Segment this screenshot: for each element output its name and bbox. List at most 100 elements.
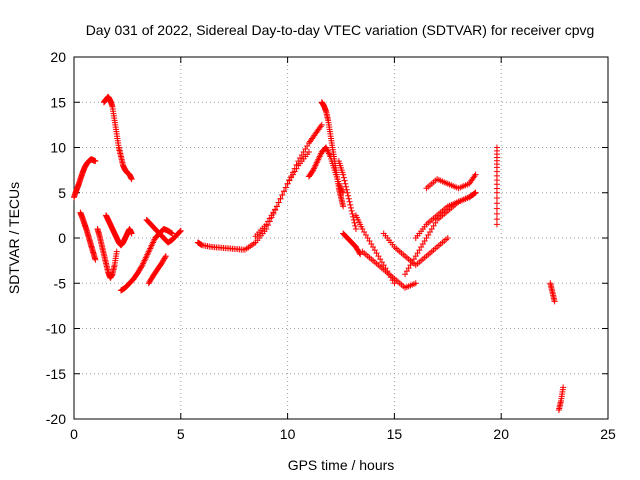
data-point <box>300 149 307 156</box>
data-point <box>352 222 359 229</box>
data-point <box>412 253 419 260</box>
data-point <box>472 189 479 196</box>
data-point <box>345 195 352 202</box>
data-point <box>405 265 412 272</box>
y-tick-label: 5 <box>58 185 66 201</box>
x-tick-label: 0 <box>70 426 78 442</box>
data-point <box>305 149 312 156</box>
data-point <box>560 384 567 391</box>
data-point <box>412 280 419 287</box>
data-point <box>272 206 279 213</box>
data-point <box>432 219 439 226</box>
x-tick-label: 10 <box>280 426 296 442</box>
data-point <box>266 215 273 222</box>
y-tick-label: -20 <box>46 411 66 427</box>
data-point <box>342 180 349 187</box>
data-point <box>309 168 316 175</box>
data-point <box>373 250 380 257</box>
data-point <box>340 171 347 178</box>
data-point <box>402 271 409 278</box>
data-point <box>291 168 298 175</box>
data-point <box>364 235 371 241</box>
data-point <box>177 228 184 235</box>
data-point <box>281 188 288 195</box>
data-point <box>418 244 425 251</box>
data-point <box>340 174 347 181</box>
data-point <box>275 199 282 206</box>
grid-lines <box>74 57 608 419</box>
data-point <box>113 248 120 255</box>
data-point <box>362 231 369 238</box>
data-point <box>551 298 558 305</box>
data-point <box>282 184 289 191</box>
data-point <box>92 158 99 165</box>
data-point <box>304 142 311 149</box>
y-tick-label: -5 <box>54 275 67 291</box>
data-point <box>409 259 416 266</box>
data-point <box>162 253 169 260</box>
data-point <box>493 221 500 228</box>
y-tick-label: 20 <box>50 49 66 65</box>
data-point <box>340 203 347 210</box>
data-point <box>493 210 500 217</box>
x-tick-label: 25 <box>600 426 616 442</box>
data-point <box>341 177 348 184</box>
data-point <box>421 238 428 245</box>
data-point <box>493 195 500 202</box>
data-point <box>177 227 184 234</box>
data-point <box>347 204 354 211</box>
data-point <box>318 121 325 128</box>
data-point <box>351 219 358 226</box>
data-point <box>472 171 479 178</box>
x-tick-label: 5 <box>177 426 185 442</box>
chart-title: Day 031 of 2022, Sidereal Day-to-day VTE… <box>86 22 595 38</box>
x-tick-label: 20 <box>493 426 509 442</box>
data-point <box>493 189 500 196</box>
data-point <box>298 152 305 159</box>
y-tick-label: -15 <box>46 366 66 382</box>
data-point <box>407 262 414 269</box>
data-point <box>444 235 451 241</box>
data-point <box>288 174 295 181</box>
y-tick-label: 0 <box>58 230 66 246</box>
data-point <box>92 256 99 263</box>
data-point <box>368 241 375 248</box>
data-point <box>263 221 270 228</box>
data-point <box>344 189 351 196</box>
data-point <box>277 195 284 202</box>
data-point <box>286 177 293 184</box>
data-point <box>348 207 355 214</box>
x-tick-label: 15 <box>387 426 403 442</box>
data-point <box>493 216 500 223</box>
data-point <box>419 241 426 248</box>
data-point <box>366 238 373 245</box>
data-point <box>493 200 500 207</box>
data-point <box>375 253 382 260</box>
data-point <box>346 198 353 205</box>
data-point <box>284 180 291 187</box>
data-point <box>359 225 366 232</box>
data-point <box>471 190 478 197</box>
data-point <box>128 230 135 237</box>
data-point <box>416 247 423 254</box>
data-point <box>410 256 417 263</box>
data-point <box>343 186 350 193</box>
data-point <box>371 247 378 254</box>
data-point <box>430 222 437 229</box>
data-point <box>350 213 357 220</box>
y-tick-label: 10 <box>50 140 66 156</box>
data-point <box>128 176 135 183</box>
data-point <box>289 171 296 178</box>
data-point <box>425 231 432 238</box>
data-point <box>162 254 169 261</box>
data-point <box>268 212 275 219</box>
data-point <box>265 218 272 225</box>
data-point <box>403 268 410 275</box>
data-point <box>342 183 349 190</box>
data-point <box>349 210 356 217</box>
data-point <box>378 259 385 266</box>
data-point <box>428 225 435 232</box>
x-axis-label: GPS time / hours <box>288 457 395 473</box>
y-tick-label: -10 <box>46 321 66 337</box>
